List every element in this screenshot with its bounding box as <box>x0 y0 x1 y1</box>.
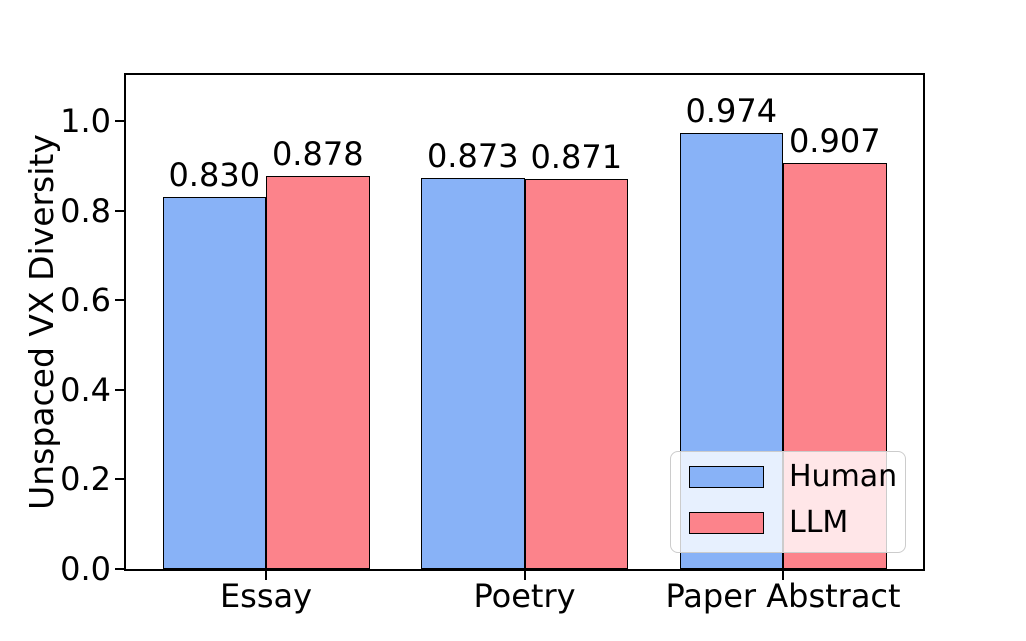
legend-label-human: Human <box>789 458 898 494</box>
bar-value-llm-paper-abstract: 0.907 <box>788 121 881 160</box>
y-tick-label: 0.0 <box>60 550 111 588</box>
legend-row-llm: LLM <box>689 504 889 540</box>
legend-label-llm: LLM <box>789 504 849 540</box>
bar-value-human-essay: 0.830 <box>168 156 261 195</box>
bar-value-human-paper-abstract: 0.974 <box>685 91 778 130</box>
y-tick-label: 0.8 <box>60 191 111 230</box>
y-axis-label: Unspaced VX Diversity <box>22 134 61 510</box>
bar-value-human-poetry: 0.873 <box>426 137 519 176</box>
bar-llm-essay <box>266 175 370 569</box>
y-tick-mark <box>115 120 124 123</box>
x-tick-mark <box>265 571 267 580</box>
y-tick-label: 1.0 <box>60 102 111 141</box>
legend-swatch-llm <box>689 511 764 534</box>
legend: Human LLM <box>670 451 906 553</box>
bar-value-llm-essay: 0.878 <box>271 134 364 173</box>
y-tick-label: 0.2 <box>60 460 111 499</box>
x-tick-mark <box>782 571 784 580</box>
y-tick-mark <box>115 388 124 391</box>
y-tick-mark <box>115 568 124 570</box>
bar-llm-poetry <box>524 178 628 569</box>
legend-row-human: Human <box>689 461 897 491</box>
y-tick-mark <box>115 299 124 302</box>
legend-swatch-human <box>689 465 764 488</box>
bar-value-llm-poetry: 0.871 <box>530 137 623 176</box>
y-tick-label: 0.4 <box>60 370 111 409</box>
x-tick-mark <box>523 571 526 580</box>
bar-human-poetry <box>421 178 525 569</box>
x-tick-label-poetry: Poetry <box>473 577 576 615</box>
y-tick-mark <box>115 209 124 212</box>
x-tick-label-paper-abstract: Paper Abstract <box>665 577 901 615</box>
y-tick-mark <box>115 478 124 481</box>
y-tick-label: 0.6 <box>60 281 111 320</box>
bar-human-essay <box>162 197 266 569</box>
x-tick-label-essay: Essay <box>219 577 313 615</box>
